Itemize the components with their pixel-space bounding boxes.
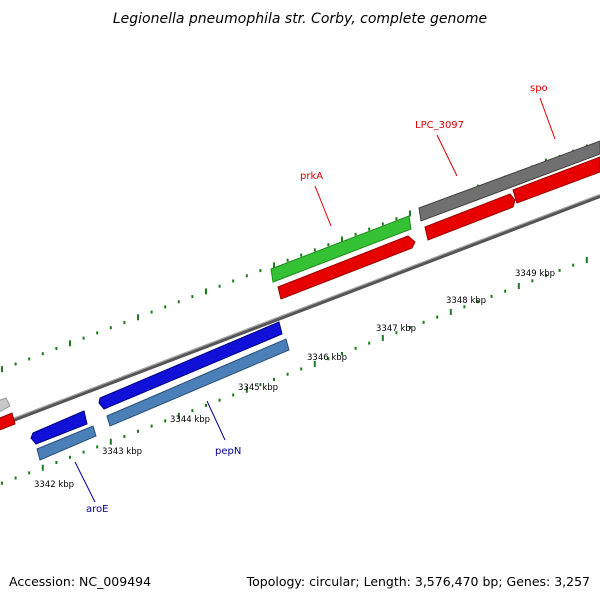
reverse-strand bbox=[0, 156, 600, 431]
gene-arrow-prkA[interactable] bbox=[270, 215, 412, 283]
gene-arrow-left-gray[interactable] bbox=[0, 397, 11, 413]
gene-label-pepN[interactable]: pepN bbox=[215, 446, 241, 457]
scale-label: 3348 kbp bbox=[446, 296, 486, 306]
topology-summary: Topology: circular; Length: 3,576,470 bp… bbox=[246, 574, 590, 589]
scale-label: 3349 kbp bbox=[515, 269, 555, 279]
leader-lines bbox=[74, 97, 556, 503]
scale-label: 3347 kbp bbox=[376, 324, 416, 334]
gene-labels: aroE pepN prkA LPC_3097 spo bbox=[86, 83, 548, 515]
gene-arrow-prkA-lower[interactable] bbox=[277, 235, 416, 300]
scale-label: 3346 kbp bbox=[307, 353, 347, 363]
map-title: Legionella pneumophila str. Corby, compl… bbox=[113, 11, 487, 27]
accession-text: Accession: NC_009494 bbox=[9, 574, 151, 589]
gene-label-prkA[interactable]: prkA bbox=[300, 171, 323, 182]
gene-arrow-pepN[interactable] bbox=[98, 321, 283, 410]
gene-arrow-left-red[interactable] bbox=[0, 412, 16, 431]
gene-arrow-LPC_3097[interactable] bbox=[424, 193, 516, 241]
scale-label: 3344 kbp bbox=[170, 415, 210, 425]
gene-label-spo[interactable]: spo bbox=[530, 83, 548, 94]
gene-arrow-aroE[interactable] bbox=[30, 410, 88, 445]
gene-label-aroE[interactable]: aroE bbox=[86, 504, 108, 515]
gene-arrow-spo[interactable] bbox=[512, 156, 600, 204]
lower-strands bbox=[30, 321, 290, 461]
scale-labels: 3342 kbp 3343 kbp 3344 kbp 3345 kbp 3346… bbox=[34, 269, 555, 490]
scale-label: 3343 kbp bbox=[102, 447, 142, 457]
forward-strand bbox=[0, 140, 600, 413]
gene-arrow-gray[interactable] bbox=[418, 140, 600, 222]
gene-arrow-aroE-light[interactable] bbox=[36, 425, 97, 461]
gene-arrow-pepN-light[interactable] bbox=[106, 338, 290, 427]
scale-label: 3342 kbp bbox=[34, 480, 74, 490]
genome-backbone bbox=[0, 194, 600, 427]
gene-label-LPC_3097[interactable]: LPC_3097 bbox=[415, 120, 464, 131]
scale-label: 3345 kbp bbox=[238, 383, 278, 393]
